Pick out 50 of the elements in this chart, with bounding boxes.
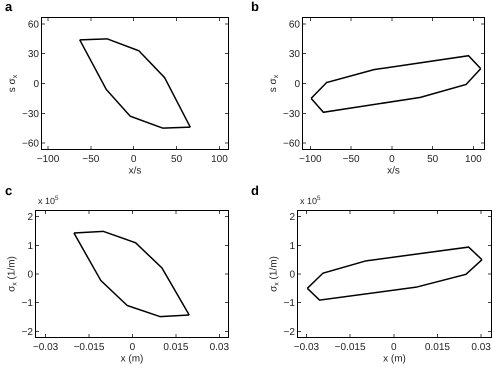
y-tick-label: 2 bbox=[289, 212, 296, 224]
x-tick-label: 100 bbox=[211, 154, 228, 165]
x-tick-label: 0.03 bbox=[471, 342, 492, 353]
y-tick-label: −60 bbox=[283, 138, 300, 150]
y-tick-label: −30 bbox=[283, 108, 300, 120]
y-tick-label: −1 bbox=[284, 298, 296, 310]
x-axis-title: x (m) bbox=[383, 354, 406, 364]
x-tick-label: 0.015 bbox=[163, 342, 189, 353]
chart-title: b bbox=[251, 0, 259, 14]
x-tick-label: 0 bbox=[390, 342, 397, 353]
y-tick-label: 30 bbox=[28, 49, 40, 60]
x-tick-label: 0.015 bbox=[424, 342, 450, 353]
y-tick-label: 30 bbox=[288, 49, 300, 60]
chart-title: d bbox=[251, 183, 259, 198]
y-tick-label: 2 bbox=[27, 212, 34, 224]
x-tick-label: 50 bbox=[171, 154, 183, 165]
y-tick-label: −2 bbox=[22, 326, 34, 338]
x-tick-label: −50 bbox=[82, 154, 100, 165]
x-tick-label: −0.03 bbox=[32, 342, 59, 353]
x-tick-label: −0.015 bbox=[334, 342, 366, 353]
y-tick-label: 60 bbox=[288, 19, 300, 30]
chart-title: c bbox=[5, 183, 12, 198]
x-tick-label: −50 bbox=[342, 154, 360, 165]
x-tick-label: −100 bbox=[299, 154, 322, 165]
y-tick-label: 1 bbox=[27, 240, 34, 252]
x-tick-label: −0.03 bbox=[294, 342, 320, 353]
x-tick-label: 100 bbox=[465, 154, 482, 165]
y-tick-label: −30 bbox=[22, 108, 40, 120]
x-tick-label: 0 bbox=[130, 342, 136, 353]
y-tick-label: 0 bbox=[289, 270, 296, 280]
chart-title: a bbox=[5, 0, 13, 14]
y-tick-label: 1 bbox=[289, 240, 296, 252]
x-tick-label: 0 bbox=[130, 154, 137, 165]
y-tick-label: −1 bbox=[22, 298, 34, 310]
y-tick-label: 0 bbox=[33, 79, 40, 90]
y-tick-label: 0 bbox=[294, 79, 300, 90]
x-axis-title: x/s bbox=[387, 166, 400, 176]
x-tick-label: −100 bbox=[36, 154, 60, 165]
y-tick-label: 0 bbox=[27, 270, 34, 280]
y-tick-label: 60 bbox=[28, 19, 40, 30]
x-axis-title: x/s bbox=[128, 166, 142, 176]
x-axis-title: x (m) bbox=[120, 354, 144, 364]
text: x 10$^{5}$ bbox=[300, 195, 322, 206]
x-tick-label: 50 bbox=[427, 154, 439, 165]
y-tick-label: −2 bbox=[284, 326, 296, 338]
x-tick-label: 0.03 bbox=[210, 342, 230, 353]
x-tick-label: 0 bbox=[389, 154, 396, 165]
x-tick-label: −0.015 bbox=[74, 342, 105, 353]
y-tick-label: −60 bbox=[22, 138, 40, 150]
text: x 10$^{5}$ bbox=[38, 195, 60, 206]
